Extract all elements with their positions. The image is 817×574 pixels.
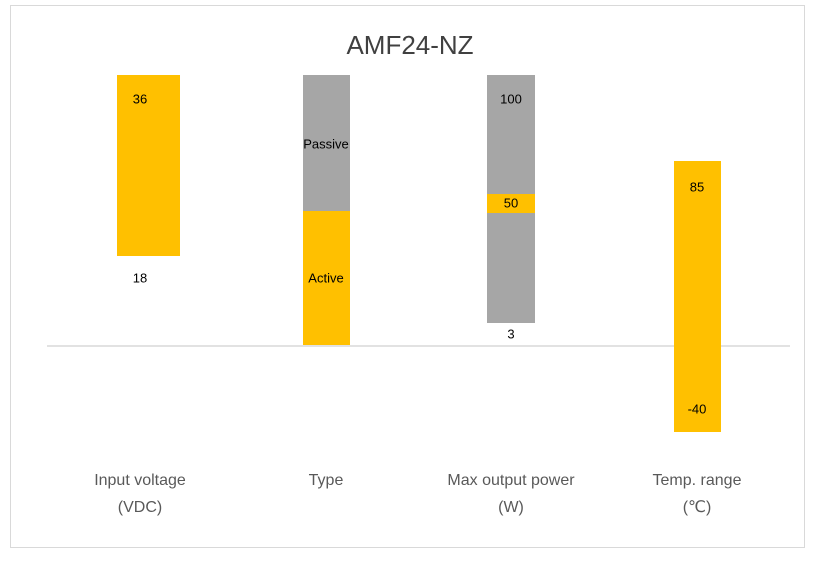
active-bar xyxy=(303,211,350,345)
upper-label: Passive xyxy=(303,136,349,151)
low-label: -40 xyxy=(688,401,707,416)
category-label: (℃) xyxy=(683,499,712,516)
lower-label: Active xyxy=(308,270,343,285)
category-label: Max output power xyxy=(447,472,575,489)
category-label: (W) xyxy=(498,499,524,516)
category-label: Type xyxy=(309,472,344,489)
range-bar xyxy=(117,75,180,256)
passive-bar xyxy=(303,75,350,211)
low-label: 18 xyxy=(133,270,147,285)
high-label: 36 xyxy=(133,91,147,106)
category-label: (VDC) xyxy=(118,499,162,516)
low-label: 3 xyxy=(507,326,514,341)
category-label: Temp. range xyxy=(653,472,742,489)
high-label: 100 xyxy=(500,91,522,106)
title: AMF24-NZ xyxy=(346,30,473,60)
range-bar xyxy=(674,161,721,432)
high-label: 85 xyxy=(690,179,704,194)
mid-band xyxy=(487,194,535,213)
mid-label: 50 xyxy=(504,195,518,210)
category-label: Input voltage xyxy=(94,472,186,489)
